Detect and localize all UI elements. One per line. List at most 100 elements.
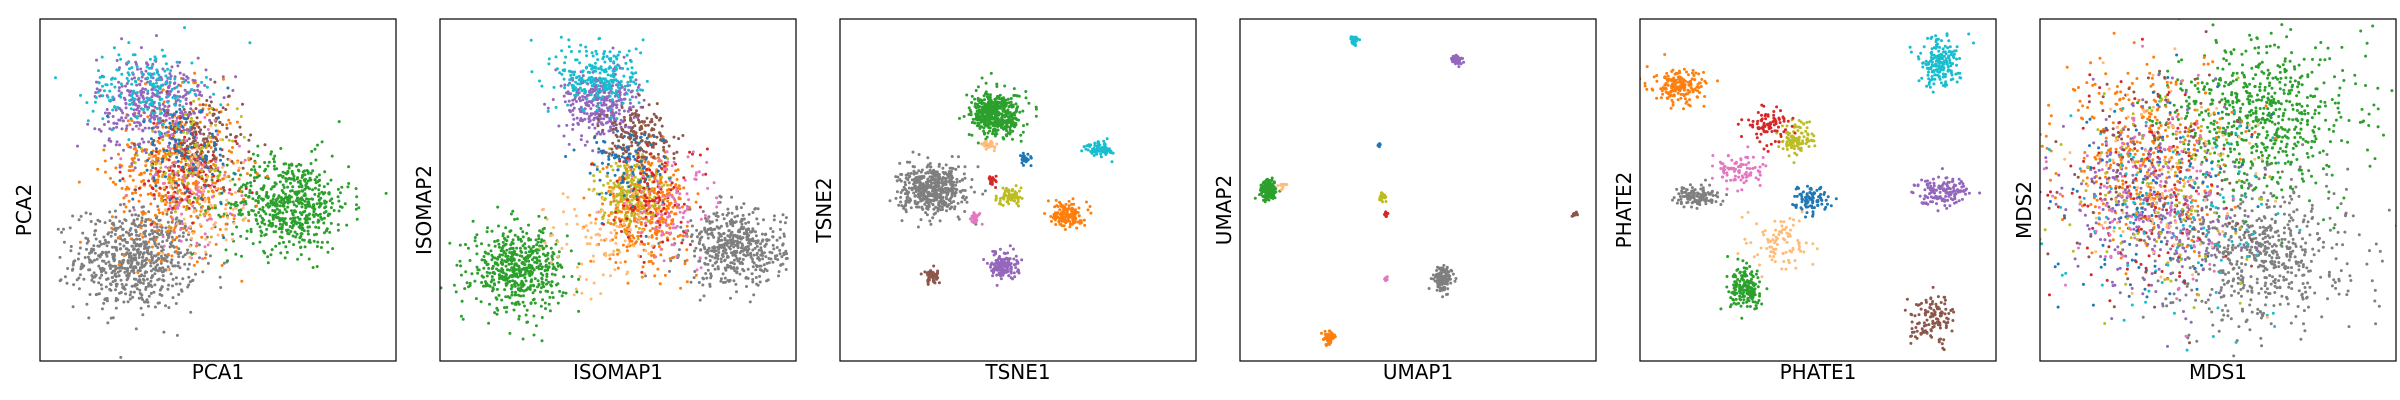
data-point <box>573 97 577 101</box>
data-point <box>323 170 327 174</box>
data-point <box>723 247 727 251</box>
data-point <box>297 169 301 173</box>
data-point <box>643 160 647 164</box>
data-point <box>98 276 102 280</box>
data-point <box>123 270 127 274</box>
data-point <box>187 200 191 204</box>
data-point <box>632 80 636 84</box>
data-point <box>195 215 199 218</box>
data-point <box>615 117 619 121</box>
data-point <box>167 234 171 238</box>
data-point <box>209 100 213 104</box>
data-point <box>163 69 167 73</box>
data-point <box>89 220 93 223</box>
data-point <box>702 294 706 298</box>
data-point <box>759 246 763 250</box>
data-point <box>209 217 213 221</box>
data-point <box>712 235 716 239</box>
data-point <box>532 314 536 318</box>
data-point <box>139 250 143 254</box>
data-point <box>649 259 653 263</box>
data-point <box>169 74 173 78</box>
data-point <box>694 273 698 277</box>
data-point <box>533 260 537 264</box>
data-point <box>157 152 161 155</box>
data-point <box>139 221 143 225</box>
data-point <box>156 159 160 163</box>
data-point <box>155 259 159 262</box>
data-point <box>322 216 326 220</box>
data-point <box>309 171 313 175</box>
data-point <box>238 144 241 148</box>
data-point <box>277 216 281 220</box>
data-point <box>148 97 152 100</box>
data-point <box>631 105 635 109</box>
data-point <box>547 302 551 306</box>
data-point <box>191 221 195 225</box>
data-point <box>163 104 167 108</box>
data-point <box>119 82 123 86</box>
data-point <box>168 136 172 140</box>
data-point <box>134 191 138 195</box>
data-point <box>130 101 134 105</box>
data-point <box>639 195 643 199</box>
data-point <box>762 263 766 267</box>
data-point <box>735 249 739 253</box>
data-point <box>206 209 210 213</box>
data-point <box>615 106 619 109</box>
data-point <box>241 166 245 170</box>
data-point <box>489 249 493 253</box>
data-point <box>285 210 289 214</box>
data-point <box>494 262 497 266</box>
data-point <box>160 294 164 297</box>
data-point <box>88 258 91 262</box>
data-point <box>193 92 197 96</box>
data-point <box>290 189 294 193</box>
data-point <box>266 177 270 180</box>
data-point <box>165 149 169 153</box>
data-point <box>213 169 217 173</box>
data-point <box>520 283 524 287</box>
data-point <box>238 209 242 213</box>
data-point <box>208 214 212 218</box>
data-point <box>168 116 172 120</box>
data-point <box>578 86 582 90</box>
data-point <box>135 94 139 98</box>
data-point <box>525 231 529 235</box>
data-point <box>132 271 136 275</box>
data-point <box>201 146 205 149</box>
data-point <box>599 117 603 121</box>
data-point <box>121 227 124 231</box>
data-point <box>513 217 516 221</box>
data-point <box>503 278 507 282</box>
data-point <box>179 116 183 120</box>
data-point <box>111 115 115 118</box>
data-point <box>247 210 251 214</box>
data-point <box>746 245 750 248</box>
data-point <box>184 102 188 106</box>
data-point <box>203 245 207 249</box>
data-point <box>129 237 133 241</box>
data-point <box>142 230 146 234</box>
data-point <box>203 232 207 236</box>
data-point <box>117 263 121 267</box>
data-point <box>118 118 122 122</box>
data-point <box>316 220 320 224</box>
data-point <box>706 268 710 272</box>
data-point <box>281 211 285 215</box>
data-point <box>505 305 509 309</box>
data-point <box>607 91 611 95</box>
data-point <box>508 296 512 300</box>
data-point <box>482 284 485 288</box>
data-point <box>258 240 262 244</box>
data-point <box>54 76 57 80</box>
data-point <box>201 270 205 274</box>
data-point <box>227 94 231 98</box>
data-point <box>729 266 733 270</box>
data-point <box>531 258 534 262</box>
data-point <box>511 246 515 250</box>
data-point <box>193 126 197 130</box>
data-point <box>199 190 203 194</box>
data-point <box>178 282 182 286</box>
data-point <box>164 226 168 230</box>
